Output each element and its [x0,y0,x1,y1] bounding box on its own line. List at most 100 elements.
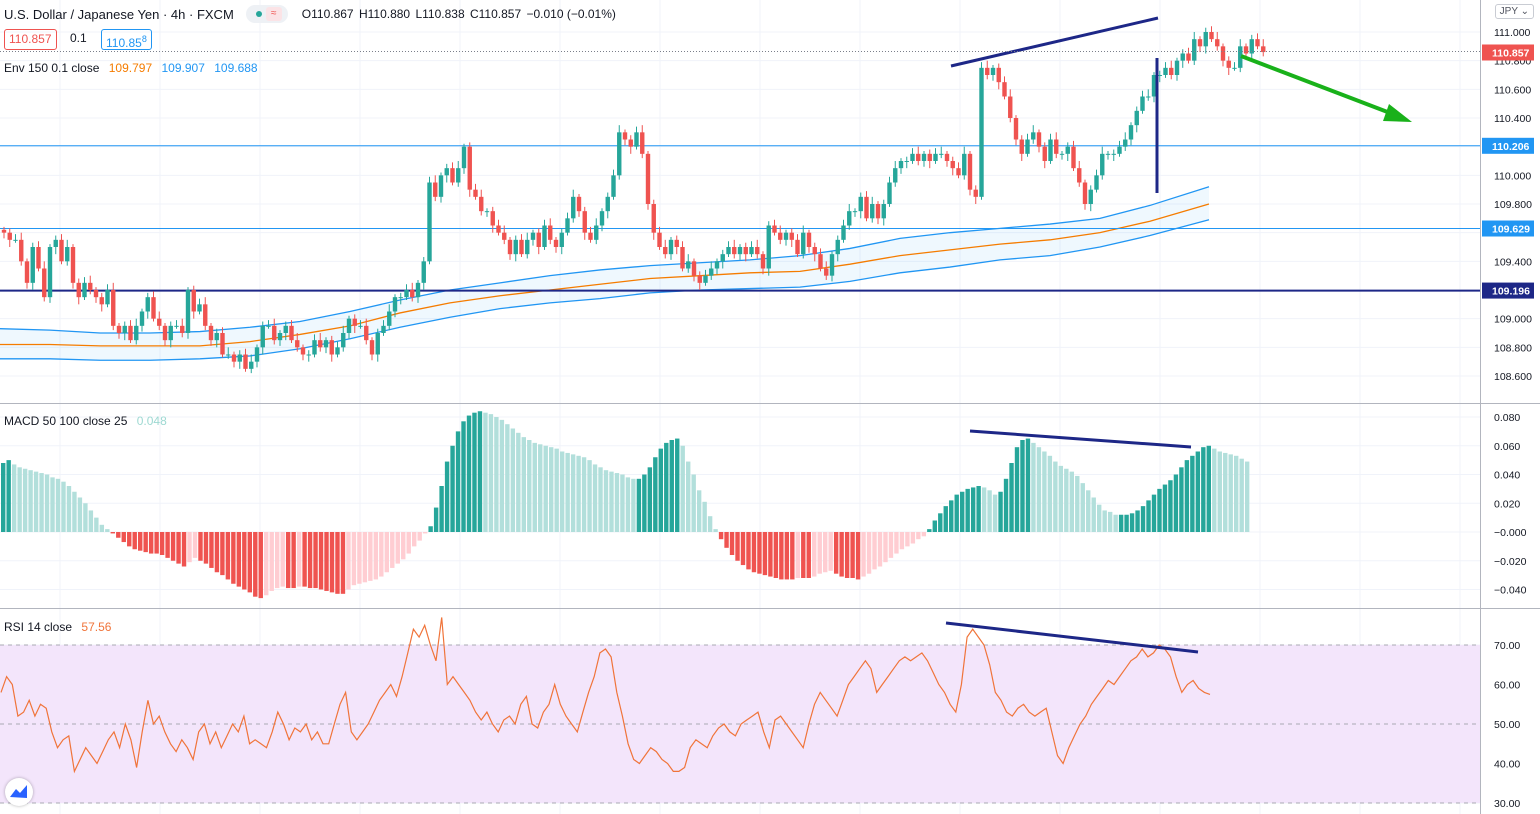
rsi-legend[interactable]: RSI 14 close 57.56 [4,620,111,634]
macd-bar [488,414,494,532]
candle-body [249,361,254,369]
macd-bar [275,532,280,589]
macd-bar [686,461,691,532]
macd-bar [1113,514,1118,532]
candle-body [1088,189,1093,204]
macd-bar [981,487,987,532]
candle-body [1128,125,1134,140]
candle-body [1054,139,1059,154]
candle-body [329,340,334,355]
axis-tick-label: −0.000 [1494,527,1527,539]
candle-body [766,225,771,269]
candle-body [789,232,794,240]
macd-bar [116,532,121,538]
macd-bar [1097,504,1102,532]
candle-body [1134,110,1139,126]
macd-bar [844,532,850,578]
candle-body [1031,132,1036,140]
candle-body [473,189,478,197]
candle-body [806,232,812,247]
sell-button[interactable]: 110.857 [4,29,57,50]
macd-bar [499,419,505,532]
horizontal-levels[interactable] [0,145,1480,292]
macd-bar [927,529,932,532]
candle-body [220,333,225,355]
candle-body [1019,139,1024,154]
trendline-macd[interactable] [969,429,1192,449]
macd-bar [1042,451,1047,532]
macd-bar [198,532,203,561]
axis-price-label-bg [1482,137,1534,154]
axis-price-label-level-dark: 109.196 [1492,286,1530,298]
buy-button[interactable]: 110.858 [101,29,152,50]
candle-body [1105,153,1111,155]
green-arrow-shaft[interactable] [1240,54,1399,118]
symbol-title[interactable]: U.S. Dollar / Japanese Yen · 4h · FXCM [4,6,234,22]
macd-bar [1086,490,1091,532]
axis-tick-label: 109.000 [1494,314,1532,326]
macd-bar [296,532,302,587]
trendline-price-top[interactable] [950,16,1159,68]
axis-tick-label: 111.000 [1494,27,1531,39]
tradingview-logo[interactable] [5,778,33,806]
macd-bar [565,452,570,532]
candle-body [145,297,150,312]
macd-bar [291,532,296,589]
macd-bar [324,532,329,591]
macd-bar [1173,474,1179,532]
macd-bar [269,532,274,591]
trendline-rsi[interactable] [945,621,1199,654]
macd-bar [148,532,154,554]
macd-bar [121,532,126,543]
candle-body [829,254,835,276]
candle-body [1174,60,1180,75]
candle-body [116,325,122,333]
macd-bar [154,532,159,554]
candle-body [594,225,599,240]
envelope-upper-line [0,186,1210,334]
currency-button[interactable]: JPY ⌄ [1494,4,1534,19]
drawings[interactable] [945,16,1412,654]
macd-bar [307,532,313,589]
axis-tick-label: 40.00 [1494,759,1520,771]
macd-bar [1151,494,1157,532]
envelope-legend[interactable]: Env 150 0.1 close 109.797 109.907 109.68… [4,61,258,75]
candle-body [996,67,1001,83]
axis-tick-label: 110.400 [1494,113,1531,125]
candle-body [237,354,242,362]
macd-bar [872,532,877,570]
candle-body [898,161,904,169]
envelope-indicator [0,186,1210,361]
macd-bar [170,532,176,561]
macd-bar [784,532,790,580]
macd-bar [823,532,828,573]
status-pill[interactable]: ≈ [245,5,288,23]
macd-bar [110,532,115,534]
macd-bar [751,532,757,573]
macd-bar [231,532,236,584]
candle-body [484,211,490,213]
macd-bar [209,532,214,568]
chart-header: U.S. Dollar / Japanese Yen · 4h · FXCM ≈… [4,5,618,23]
macd-bar [1146,500,1151,532]
candle-body [358,325,363,327]
axis-tick-label: 108.800 [1494,342,1532,354]
candle-body [525,239,530,255]
macd-bar [138,532,143,551]
candle-body [272,325,277,341]
macd-bar [417,532,422,541]
macd-legend[interactable]: MACD 50 100 close 25 0.048 [4,414,167,428]
ask-main: 110.85 [106,36,142,50]
candle-body [277,333,283,341]
candle-body [88,282,93,290]
candle-body [720,254,725,262]
macd-bar [1239,458,1244,532]
candle-body [191,290,196,312]
candle-body [680,247,685,269]
currency-label: JPY [1499,6,1518,17]
macd-bar [746,532,751,570]
candle-body [1123,139,1128,147]
candle-body [168,325,173,341]
candle-body [139,311,145,326]
macd-bar [203,532,209,564]
